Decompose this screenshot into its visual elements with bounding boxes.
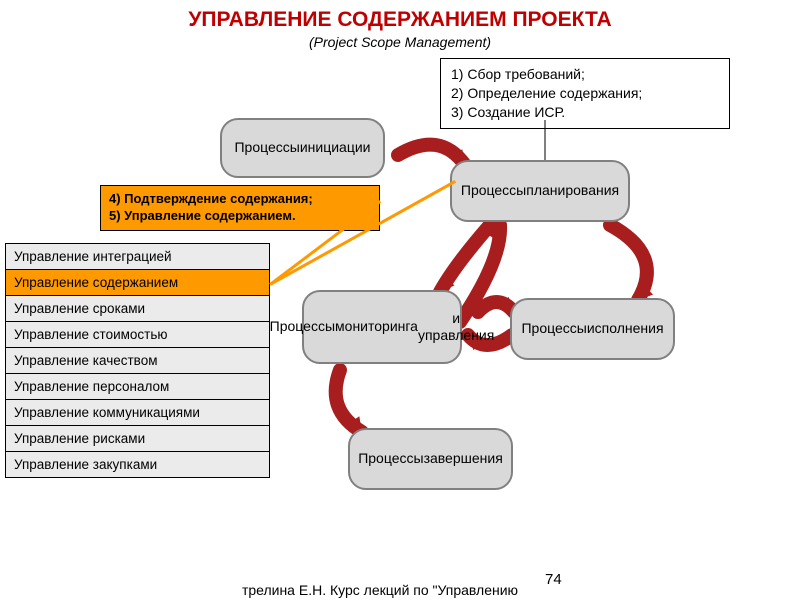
page-subtitle: (Project Scope Management) bbox=[0, 34, 800, 50]
callout-line: 2) Определение содержания; bbox=[451, 84, 719, 103]
knowledge-area-row: Управление интеграцией bbox=[6, 244, 269, 270]
knowledge-area-row: Управление качеством bbox=[6, 348, 269, 374]
page-number: 74 bbox=[545, 571, 562, 588]
process-execution: Процессыисполнения bbox=[510, 298, 675, 360]
knowledge-area-row: Управление рисками bbox=[6, 426, 269, 452]
callout-line: 1) Сбор требований; bbox=[451, 65, 719, 84]
footer-text: трелина Е.Н. Курс лекций по "Управлению bbox=[230, 582, 530, 598]
callout-monitoring-steps: 4) Подтверждение содержания; 5) Управлен… bbox=[100, 185, 380, 231]
page-title: УПРАВЛЕНИЕ СОДЕРЖАНИЕМ ПРОЕКТА bbox=[0, 0, 800, 32]
process-closing: Процессызавершения bbox=[348, 428, 513, 490]
knowledge-area-row: Управление закупками bbox=[6, 452, 269, 477]
callout-line: 5) Управление содержанием. bbox=[109, 208, 371, 225]
process-planning: Процессыпланирования bbox=[450, 160, 630, 222]
callout-line: 4) Подтверждение содержания; bbox=[109, 191, 371, 208]
callout-planning-steps: 1) Сбор требований; 2) Определение содер… bbox=[440, 58, 730, 129]
process-initiation: Процессыинициации bbox=[220, 118, 385, 178]
knowledge-areas-table: Управление интеграциейУправление содержа… bbox=[5, 243, 270, 478]
callout-line: 3) Создание ИСР. bbox=[451, 103, 719, 122]
knowledge-area-row: Управление стоимостью bbox=[6, 322, 269, 348]
knowledge-area-row: Управление коммуникациями bbox=[6, 400, 269, 426]
knowledge-area-row: Управление персоналом bbox=[6, 374, 269, 400]
process-monitoring: Процессымониторингаи управления bbox=[302, 290, 462, 364]
knowledge-area-row: Управление содержанием bbox=[6, 270, 269, 296]
knowledge-area-row: Управление сроками bbox=[6, 296, 269, 322]
